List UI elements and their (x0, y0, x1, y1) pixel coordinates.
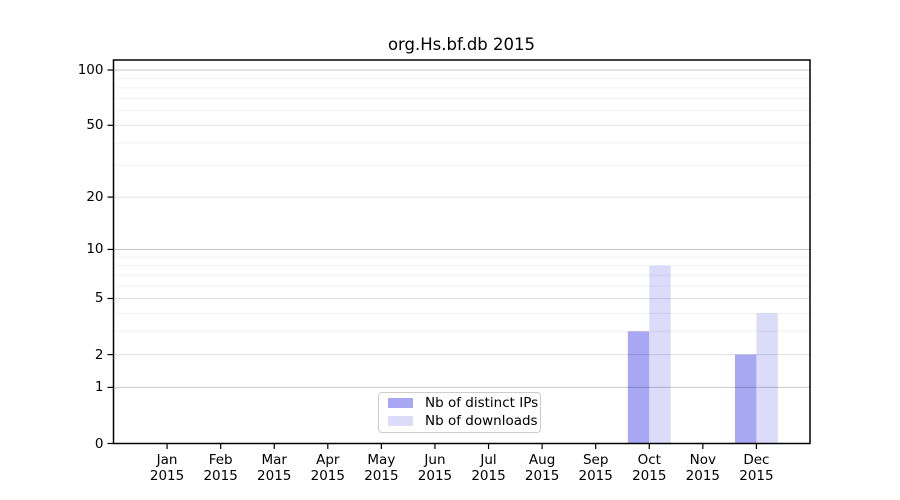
x-tick-label-jul: Jul 2015 (453, 452, 525, 484)
y-tick-label-100: 100 (77, 62, 104, 78)
x-tick-month: Apr (316, 452, 340, 468)
x-tick-label-nov: Nov 2015 (667, 452, 739, 484)
x-tick-label-sep: Sep 2015 (560, 452, 632, 484)
x-tick-month: Jan (156, 452, 178, 468)
y-tick-label-50: 50 (86, 117, 104, 134)
y-tick-label-1: 1 (94, 379, 104, 396)
legend-label-distinct-ips: Nb of distinct IPs (425, 395, 539, 412)
x-tick-year: 2015 (578, 467, 613, 484)
x-tick-year: 2015 (149, 467, 185, 484)
x-tick-label-dec: Dec 2015 (720, 452, 792, 484)
x-tick-year: 2015 (471, 467, 506, 484)
x-tick-month: Jul (480, 452, 497, 468)
x-tick-year: 2015 (632, 467, 667, 484)
bar-dec-distinct-ips (734, 354, 757, 444)
y-tick-label-0: 0 (94, 435, 104, 452)
x-tick-month: May (367, 452, 396, 468)
x-tick-label-jan: Jan 2015 (131, 452, 203, 484)
x-tick-month: Sep (582, 452, 609, 468)
x-tick-year: 2015 (310, 467, 345, 484)
x-tick-year: 2015 (739, 467, 774, 484)
x-tick-label-mar: Mar 2015 (238, 452, 310, 484)
x-tick-month: Aug (528, 452, 556, 468)
x-tick-label-oct: Oct 2015 (613, 452, 685, 484)
x-tick-label-aug: Aug 2015 (506, 452, 578, 484)
x-tick-year: 2015 (203, 467, 238, 484)
x-tick-month: Dec (743, 452, 770, 468)
x-tick-year: 2015 (417, 467, 453, 484)
x-tick-label-apr: Apr 2015 (292, 452, 364, 484)
legend-item-downloads: Nb of downloads (388, 413, 540, 429)
bar-dec-downloads (756, 313, 778, 444)
x-tick-label-jun: Jun 2015 (399, 452, 471, 484)
x-tick-month: Oct (637, 452, 661, 468)
x-tick-month: Feb (208, 452, 233, 468)
legend-item-distinct-ips: Nb of distinct IPs (388, 395, 540, 411)
bar-oct-downloads (649, 265, 671, 444)
y-tick-label-20: 20 (86, 189, 104, 206)
x-tick-year: 2015 (364, 467, 399, 484)
legend-swatch-distinct-ips (388, 398, 413, 408)
x-tick-month: Nov (689, 452, 717, 468)
chart-title: org.Hs.bf.db 2015 (387, 35, 536, 54)
x-tick-year: 2015 (685, 467, 721, 484)
legend-label-downloads: Nb of downloads (425, 412, 538, 429)
x-tick-label-feb: Feb 2015 (185, 452, 257, 484)
plot-frame (112, 59, 811, 445)
x-tick-month: Jun (424, 452, 446, 468)
legend: Nb of distinct IPs Nb of downloads (378, 391, 541, 433)
x-tick-month: Mar (261, 452, 287, 468)
legend-swatch-downloads (388, 416, 413, 426)
y-tick-label-10: 10 (86, 241, 104, 258)
x-tick-label-may: May 2015 (345, 452, 417, 484)
y-tick-label-2: 2 (94, 346, 104, 363)
bar-oct-distinct-ips (627, 331, 650, 444)
y-tick-label-5: 5 (94, 290, 104, 307)
x-tick-year: 2015 (524, 467, 560, 484)
x-tick-year: 2015 (257, 467, 292, 484)
